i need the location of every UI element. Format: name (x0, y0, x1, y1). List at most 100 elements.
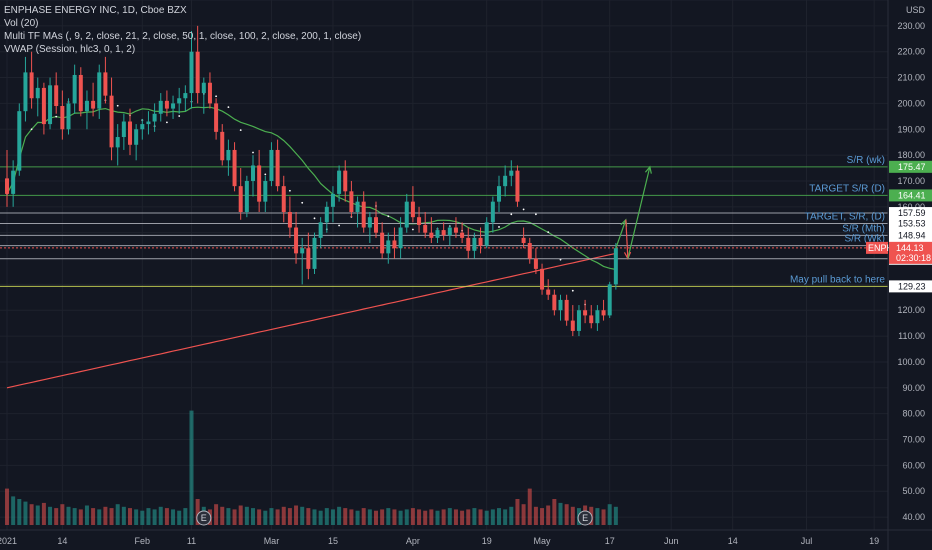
candle-body (410, 201, 415, 218)
y-tick-label: 50.00 (902, 486, 925, 496)
vwap-dot (510, 213, 513, 216)
vwap-dot (571, 289, 574, 292)
volume-bar (324, 508, 329, 525)
volume-bar (447, 508, 452, 525)
volume-bar (158, 506, 163, 525)
volume-bar (232, 509, 237, 525)
candle-body (115, 137, 120, 148)
volume-bar (78, 509, 83, 525)
volume-bar (84, 505, 89, 525)
volume-bar (533, 506, 538, 525)
candle-body (601, 310, 606, 316)
candle-body (570, 320, 575, 331)
indicator-volume[interactable]: Vol (20) (4, 18, 39, 29)
volume-bar (214, 504, 219, 525)
indicator-multi-tf-mas[interactable]: Multi TF MAs (, 9, 2, close, 21, 2, clos… (4, 31, 362, 42)
volume-bar (318, 510, 323, 525)
x-tick-label: May (534, 536, 552, 546)
volume-bar (103, 506, 108, 525)
volume-bar (441, 509, 446, 525)
candle-body (97, 72, 102, 109)
volume-bar (380, 509, 385, 525)
candle-body (146, 121, 151, 125)
volume-bar (48, 506, 53, 525)
volume-bar (355, 510, 360, 525)
candle-body (318, 222, 323, 238)
volume-bar (275, 509, 280, 525)
volume-bar (564, 504, 569, 525)
volume-bar (392, 509, 397, 525)
candle-body (244, 180, 249, 212)
vwap-dot (535, 213, 537, 216)
candle-body (435, 230, 440, 238)
volume-bar (226, 508, 231, 525)
vwap-dot (522, 208, 525, 211)
volume-bar (478, 509, 483, 525)
candle-body (300, 248, 305, 254)
candle-body (306, 248, 311, 269)
candle-body (103, 72, 108, 96)
x-tick-label: 14 (57, 536, 67, 546)
candle-body (41, 87, 46, 125)
volume-bar (97, 509, 102, 525)
candle-body (386, 240, 391, 254)
candle-body (343, 170, 348, 192)
level-label: S/R (Mth) (842, 223, 885, 234)
volume-bar (453, 509, 458, 525)
arrow-up-2 (627, 166, 651, 259)
candles (5, 25, 618, 337)
price-tag-bg (889, 207, 932, 220)
vwap-dot (116, 104, 119, 107)
candle-body (472, 237, 477, 251)
volume-bar (109, 508, 114, 525)
arrow-up-2-head (644, 165, 652, 174)
candle-body (521, 237, 526, 244)
y-tick-label: 200.00 (897, 98, 925, 108)
projection-arrows (615, 165, 652, 260)
price-tags: 175.47164.41157.59153.53148.94145.00139.… (866, 160, 932, 293)
price-axis-panel[interactable] (888, 0, 932, 550)
volume-bar (244, 506, 249, 525)
candle-body (460, 232, 465, 238)
candle-body (294, 227, 299, 254)
vwap-dot (412, 228, 414, 231)
vwap-dot (387, 215, 390, 218)
volume-bar (503, 509, 508, 525)
vwap-dot (178, 115, 181, 117)
earnings-marker-label: E (582, 513, 588, 523)
volume-bar (269, 508, 274, 525)
volume-bar (601, 509, 606, 525)
candle-body (595, 310, 600, 324)
level-label: May pull back to here (790, 274, 885, 285)
volume-bar (484, 510, 489, 525)
price-tag-bg (889, 229, 932, 242)
volume-bar (140, 510, 145, 525)
price-tag-value: 153.53 (898, 219, 926, 229)
volume-bar (66, 506, 71, 525)
volume-bar (417, 509, 422, 525)
vwap-dot (30, 128, 33, 131)
candle-body (109, 95, 114, 148)
y-tick-label: 180.00 (897, 150, 925, 160)
indicator-vwap[interactable]: VWAP (Session, hlc3, 0, 1, 2) (4, 44, 136, 55)
candle-body (429, 232, 434, 238)
volume-bar (220, 506, 225, 525)
price-tag-value: 164.41 (898, 190, 926, 200)
volume-bar (287, 508, 292, 525)
vwap-dot (301, 201, 304, 204)
time-axis: 2021 14 Feb 11 Mar 15 Apr 19 May 17 Jun 14 Jul 19 (0, 536, 879, 546)
price-tag-bg (889, 217, 932, 230)
volume-bar (115, 504, 120, 525)
volume-bar (238, 505, 243, 525)
candle-body (564, 299, 569, 321)
candle-body (466, 237, 471, 251)
candle-body (361, 201, 366, 228)
price-tag-value: 148.94 (898, 230, 926, 240)
candle-body (503, 175, 508, 187)
y-tick-label: 90.00 (902, 383, 925, 393)
volume-bar (23, 501, 28, 525)
volume-bar (497, 508, 501, 525)
candle-body (404, 201, 409, 228)
